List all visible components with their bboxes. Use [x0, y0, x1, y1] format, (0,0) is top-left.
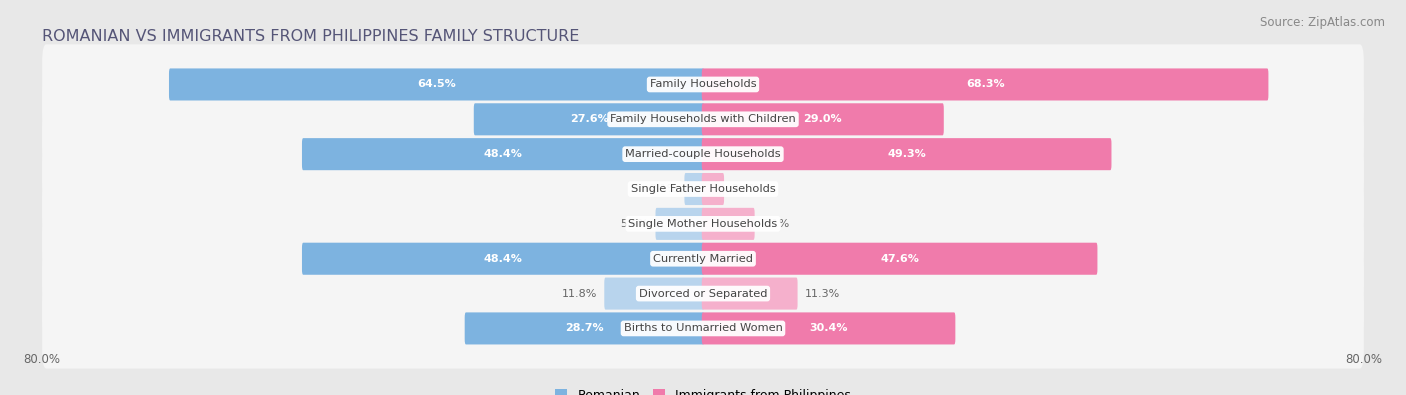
- Text: Currently Married: Currently Married: [652, 254, 754, 264]
- Legend: Romanian, Immigrants from Philippines: Romanian, Immigrants from Philippines: [550, 384, 856, 395]
- Text: 11.8%: 11.8%: [562, 289, 598, 299]
- FancyBboxPatch shape: [702, 68, 1268, 100]
- FancyBboxPatch shape: [42, 254, 1364, 334]
- Text: 2.4%: 2.4%: [731, 184, 759, 194]
- Text: 49.3%: 49.3%: [887, 149, 927, 159]
- Text: 48.4%: 48.4%: [484, 254, 523, 264]
- Text: 2.1%: 2.1%: [650, 184, 678, 194]
- FancyBboxPatch shape: [685, 173, 704, 205]
- FancyBboxPatch shape: [465, 312, 704, 344]
- FancyBboxPatch shape: [702, 243, 1098, 275]
- Text: 30.4%: 30.4%: [810, 324, 848, 333]
- FancyBboxPatch shape: [702, 173, 724, 205]
- FancyBboxPatch shape: [655, 208, 704, 240]
- Text: Births to Unmarried Women: Births to Unmarried Women: [624, 324, 782, 333]
- FancyBboxPatch shape: [702, 103, 943, 135]
- Text: 11.3%: 11.3%: [804, 289, 839, 299]
- Text: 28.7%: 28.7%: [565, 324, 603, 333]
- Text: 48.4%: 48.4%: [484, 149, 523, 159]
- FancyBboxPatch shape: [42, 114, 1364, 194]
- Text: Single Mother Households: Single Mother Households: [628, 219, 778, 229]
- FancyBboxPatch shape: [702, 138, 1112, 170]
- FancyBboxPatch shape: [702, 312, 955, 344]
- Text: Divorced or Separated: Divorced or Separated: [638, 289, 768, 299]
- FancyBboxPatch shape: [702, 278, 797, 310]
- FancyBboxPatch shape: [302, 243, 704, 275]
- FancyBboxPatch shape: [302, 138, 704, 170]
- FancyBboxPatch shape: [702, 208, 755, 240]
- Text: 29.0%: 29.0%: [803, 114, 842, 124]
- FancyBboxPatch shape: [42, 288, 1364, 369]
- Text: 6.1%: 6.1%: [762, 219, 790, 229]
- FancyBboxPatch shape: [605, 278, 704, 310]
- Text: ROMANIAN VS IMMIGRANTS FROM PHILIPPINES FAMILY STRUCTURE: ROMANIAN VS IMMIGRANTS FROM PHILIPPINES …: [42, 29, 579, 44]
- Text: Source: ZipAtlas.com: Source: ZipAtlas.com: [1260, 16, 1385, 29]
- Text: 47.6%: 47.6%: [880, 254, 920, 264]
- Text: 5.6%: 5.6%: [620, 219, 648, 229]
- Text: 68.3%: 68.3%: [966, 79, 1004, 89]
- Text: Family Households with Children: Family Households with Children: [610, 114, 796, 124]
- FancyBboxPatch shape: [42, 44, 1364, 124]
- FancyBboxPatch shape: [42, 79, 1364, 160]
- FancyBboxPatch shape: [42, 184, 1364, 264]
- Text: Family Households: Family Households: [650, 79, 756, 89]
- FancyBboxPatch shape: [169, 68, 704, 100]
- Text: Single Father Households: Single Father Households: [631, 184, 775, 194]
- FancyBboxPatch shape: [474, 103, 704, 135]
- Text: 64.5%: 64.5%: [418, 79, 456, 89]
- Text: Married-couple Households: Married-couple Households: [626, 149, 780, 159]
- Text: 27.6%: 27.6%: [569, 114, 609, 124]
- FancyBboxPatch shape: [42, 218, 1364, 299]
- FancyBboxPatch shape: [42, 149, 1364, 229]
